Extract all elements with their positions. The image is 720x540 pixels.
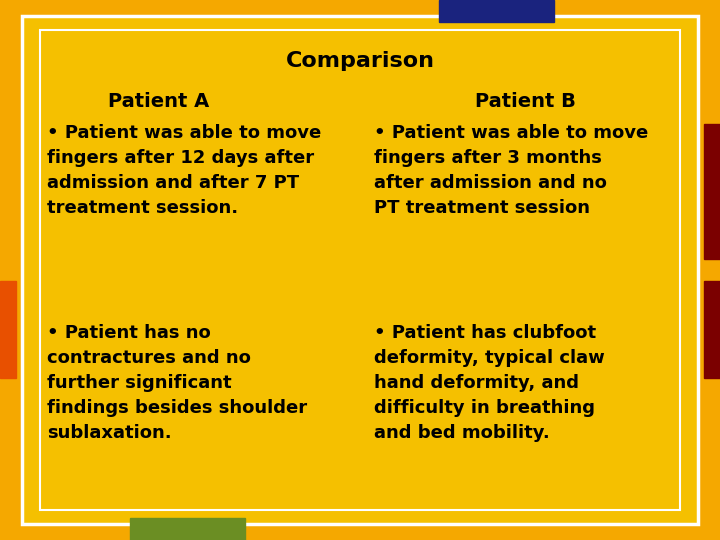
Text: Patient B: Patient B [475, 92, 576, 111]
FancyBboxPatch shape [40, 30, 680, 510]
Bar [704, 281, 720, 378]
Text: • Patient was able to move
fingers after 12 days after
admission and after 7 PT
: • Patient was able to move fingers after… [47, 124, 321, 217]
FancyBboxPatch shape [22, 16, 698, 524]
Text: • Patient was able to move
fingers after 3 months
after admission and no
PT trea: • Patient was able to move fingers after… [374, 124, 649, 217]
Bar [0, 281, 16, 378]
Text: • Patient has clubfoot
deformity, typical claw
hand deformity, and
difficulty in: • Patient has clubfoot deformity, typica… [374, 324, 605, 442]
Text: Patient A: Patient A [108, 92, 209, 111]
Bar [130, 518, 245, 540]
Text: Comparison: Comparison [286, 51, 434, 71]
Text: • Patient has no
contractures and no
further significant
findings besides should: • Patient has no contractures and no fur… [47, 324, 307, 442]
Bar [704, 124, 720, 259]
Bar [439, 0, 554, 22]
